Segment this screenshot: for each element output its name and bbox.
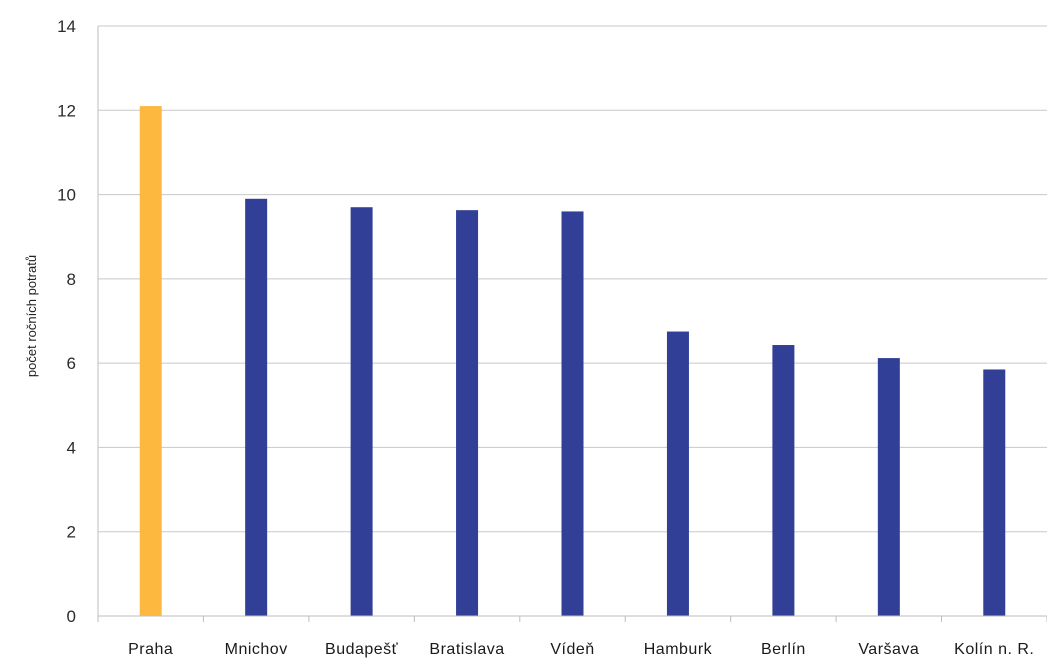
x-tick-label: Vídeň bbox=[550, 641, 594, 658]
x-tick-label: Berlín bbox=[761, 641, 806, 658]
y-axis-label: počet ročních potratů bbox=[24, 255, 39, 377]
bar-6 bbox=[772, 345, 795, 616]
y-tick-label: 2 bbox=[67, 523, 76, 542]
bar-0 bbox=[139, 106, 162, 617]
bar-8 bbox=[983, 369, 1006, 616]
y-tick-label: 10 bbox=[57, 186, 76, 205]
y-tick-labels: 0 2 4 6 8 10 12 14 bbox=[57, 17, 76, 626]
bar-4 bbox=[561, 211, 584, 616]
x-tick-label: Mnichov bbox=[225, 641, 288, 658]
bar-7 bbox=[877, 358, 900, 616]
x-tick-label: Praha bbox=[128, 641, 173, 658]
bar-2 bbox=[350, 207, 373, 616]
axes bbox=[97, 26, 1047, 622]
x-tick-label: Bratislava bbox=[429, 641, 504, 658]
y-tick-label: 4 bbox=[67, 438, 76, 457]
bar-3 bbox=[456, 210, 479, 616]
x-tick-label: Budapešť bbox=[325, 641, 399, 658]
bars bbox=[139, 106, 1006, 617]
y-tick-label: 6 bbox=[67, 354, 76, 373]
x-tick-labels: Praha Mnichov Budapešť Bratislava Vídeň Hambu… bbox=[128, 641, 1034, 658]
y-tick-label: 12 bbox=[57, 101, 76, 120]
x-tick-label: Hamburk bbox=[644, 641, 713, 658]
x-tick-label: Varšava bbox=[858, 641, 919, 658]
y-tick-label: 14 bbox=[57, 17, 76, 36]
y-tick-label: 0 bbox=[67, 607, 76, 626]
x-tick-label: Kolín n. R. bbox=[954, 641, 1034, 658]
bar-1 bbox=[245, 198, 268, 617]
bar-5 bbox=[666, 331, 689, 616]
y-tick-label: 8 bbox=[67, 270, 76, 289]
